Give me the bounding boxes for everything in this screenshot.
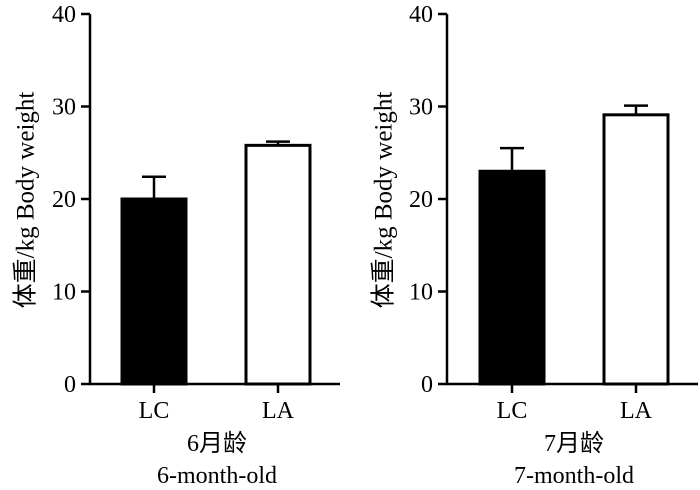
y-tick-label: 20 bbox=[52, 187, 76, 213]
chart-panel-7-month: 0 10 20 30 40 LC LA 7月龄 7-month-old 体重/kg Body we… bbox=[370, 2, 698, 489]
bar-lc bbox=[120, 197, 188, 386]
x-axis-label-cn: 7月龄 bbox=[544, 430, 604, 457]
x-axis-label-en: 7-month-old bbox=[514, 463, 634, 489]
x-category-label: LA bbox=[620, 398, 653, 424]
y-tick-label: 10 bbox=[409, 280, 433, 306]
y-tick-label: 40 bbox=[52, 2, 76, 28]
y-axis-label: 体重/kg Body weight bbox=[12, 92, 40, 309]
y-tick-label: 0 bbox=[64, 372, 76, 398]
x-category-label: LC bbox=[497, 398, 528, 424]
bar-la bbox=[602, 113, 670, 386]
y-tick-label: 0 bbox=[421, 372, 433, 398]
bar-la bbox=[244, 143, 312, 386]
y-tick-label: 20 bbox=[409, 187, 433, 213]
x-axis-label-cn: 6月龄 bbox=[187, 430, 247, 457]
y-tick-label: 30 bbox=[52, 95, 76, 121]
y-axis-label: 体重/kg Body weight bbox=[370, 92, 398, 309]
x-category-label: LC bbox=[139, 398, 170, 424]
x-category-label: LA bbox=[262, 398, 295, 424]
bar-lc bbox=[478, 169, 546, 386]
y-tick-label: 10 bbox=[52, 280, 76, 306]
x-axis-label-en: 6-month-old bbox=[157, 463, 277, 489]
y-tick-label: 40 bbox=[409, 2, 433, 28]
y-tick-label: 30 bbox=[409, 95, 433, 121]
chart-panel-6-month: 0 10 20 30 40 LC LA 6月龄 6-month-old 体重/kg Body we… bbox=[12, 2, 340, 489]
